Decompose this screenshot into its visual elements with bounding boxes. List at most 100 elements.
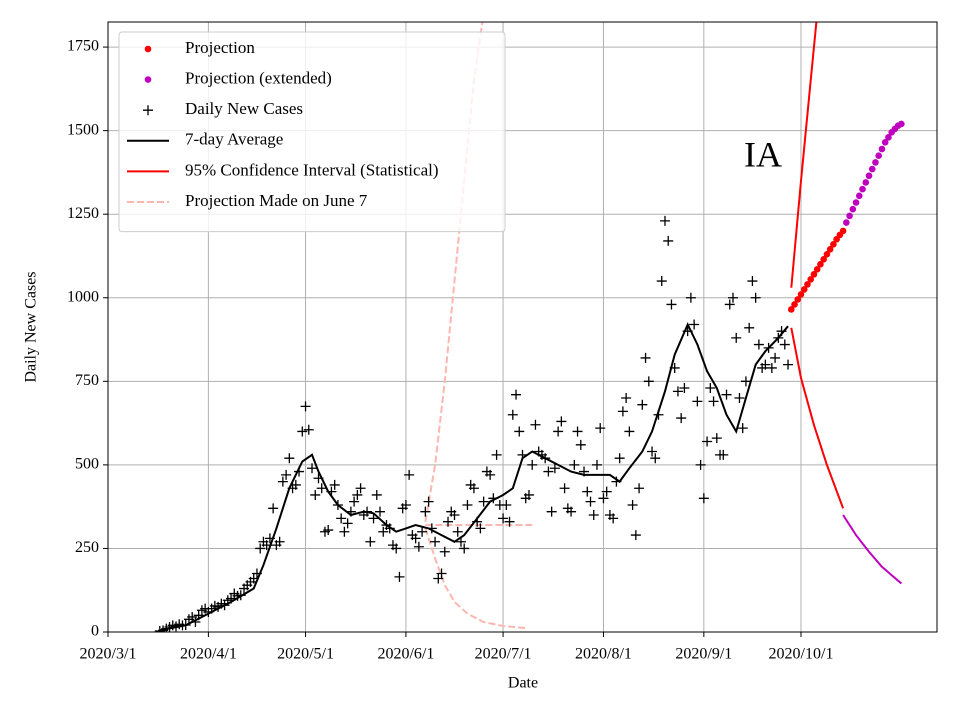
legend-label: Projection (extended): [185, 69, 332, 88]
plus-marker: [413, 541, 424, 552]
plus-marker: [692, 396, 703, 407]
legend-label: 95% Confidence Interval (Statistical): [185, 160, 439, 179]
plus-marker: [268, 503, 279, 514]
plus-marker: [530, 419, 541, 430]
point: [865, 172, 873, 180]
plus-marker: [702, 436, 713, 447]
plus-marker: [556, 416, 567, 427]
plus-marker: [514, 426, 525, 437]
plus-marker: [685, 292, 696, 303]
plot-area: [154, 22, 905, 632]
legend-label: Projection Made on June 7: [185, 191, 368, 210]
point: [794, 296, 802, 303]
plus-marker: [478, 496, 489, 507]
plus-marker: [462, 499, 473, 510]
point: [862, 179, 870, 186]
plus-marker: [255, 543, 266, 554]
plus-marker: [449, 510, 460, 521]
plus-marker: [423, 496, 434, 507]
y-tick-label: 1000: [67, 288, 99, 305]
plus-marker: [627, 499, 638, 510]
plus-marker: [391, 543, 402, 554]
point: [813, 266, 821, 273]
plus-marker: [569, 459, 580, 470]
plus-marker: [643, 376, 654, 387]
plus-marker: [284, 453, 295, 464]
point: [800, 286, 808, 293]
plus-marker: [342, 518, 353, 529]
plus-marker: [417, 526, 428, 537]
plus-marker: [634, 483, 645, 494]
plus-marker: [143, 105, 153, 116]
x-tick-label: 2020/6/1: [377, 646, 434, 663]
y-tick-label: 0: [91, 623, 99, 640]
plus-marker: [598, 493, 609, 504]
x-tick-label: 2020/3/1: [80, 646, 137, 663]
plus-marker: [187, 611, 198, 622]
plus-marker: [727, 292, 738, 303]
plus-marker: [621, 393, 632, 404]
plus-marker: [566, 506, 577, 517]
point: [820, 256, 827, 263]
y-tick-label: 750: [75, 372, 99, 389]
plus-marker: [375, 506, 386, 517]
plus-marker: [452, 526, 463, 537]
point: [830, 240, 837, 248]
plus-marker: [572, 426, 583, 437]
plus-marker: [274, 536, 285, 547]
point: [807, 276, 815, 283]
plus-marker: [559, 483, 570, 494]
plus-marker: [640, 352, 651, 363]
plus-marker: [352, 489, 363, 500]
plus-marker: [549, 463, 560, 474]
point: [875, 152, 883, 159]
y-tick-label: 1250: [67, 205, 99, 222]
plus-marker: [711, 433, 722, 444]
point: [878, 145, 886, 153]
plus-marker: [582, 486, 593, 497]
plus-marker: [498, 513, 509, 524]
x-tick-label: 2020/10/1: [769, 646, 834, 663]
plus-marker: [731, 332, 742, 343]
plus-marker: [734, 393, 745, 404]
plus-marker: [300, 401, 311, 412]
dashed-line: [424, 528, 526, 629]
point: [787, 306, 795, 313]
plus-marker: [485, 469, 496, 480]
plus-marker: [708, 396, 719, 407]
plus-marker: [737, 423, 748, 434]
plus-marker: [553, 426, 564, 437]
point: [839, 227, 847, 235]
plus-marker: [753, 339, 764, 350]
plus-marker: [744, 322, 755, 333]
plus-marker: [676, 413, 687, 424]
plus-marker: [459, 543, 470, 554]
plus-marker: [394, 571, 405, 582]
point: [810, 271, 818, 278]
y-tick-label: 1500: [67, 121, 99, 138]
y-tick-label: 250: [75, 539, 99, 556]
plus-marker: [439, 546, 450, 557]
plus-marker: [750, 292, 761, 303]
plus-marker: [307, 463, 318, 474]
point: [872, 159, 879, 166]
ticks: 2020/3/1 2020/4/1 2020/5/1 2020/6/1 2020/7/1…: [67, 38, 833, 663]
plus-marker: [436, 568, 447, 579]
plus-marker: [591, 459, 602, 470]
x-tick-label: 2020/4/1: [180, 646, 237, 663]
annotation: IA: [744, 134, 782, 174]
y-tick-label: 500: [75, 456, 99, 473]
x-tick-label: 2020/9/1: [675, 646, 732, 663]
point: [881, 139, 889, 146]
plus-marker: [601, 486, 612, 497]
plus-marker: [724, 299, 735, 310]
plus-marker: [617, 406, 628, 417]
plus-marker: [504, 516, 515, 527]
point: [849, 205, 857, 213]
plus-marker: [468, 483, 479, 494]
plus-marker: [630, 530, 641, 541]
plus-marker: [339, 526, 350, 537]
plus-marker: [501, 499, 512, 510]
